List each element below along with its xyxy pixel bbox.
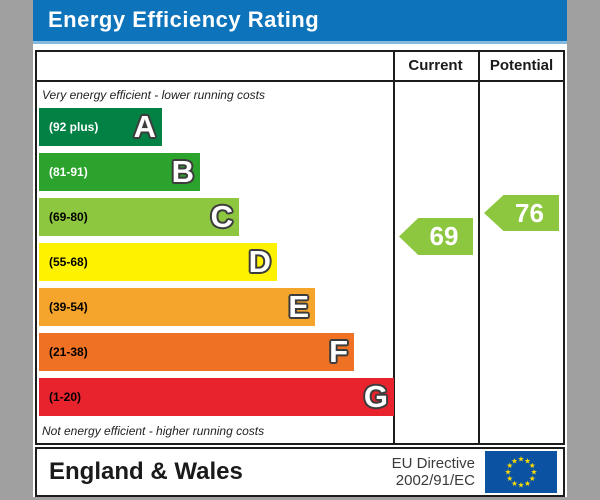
band-e: (39-54) E: [39, 288, 315, 326]
footer: England & Wales EU Directive 2002/91/EC …: [35, 447, 565, 497]
svg-text:★: ★: [518, 481, 525, 490]
current-rating-arrow: 69: [399, 218, 473, 255]
current-column-header: Current: [408, 57, 463, 74]
band-d-letter: D: [248, 244, 271, 279]
rating-table: Current Potential Very energy efficient …: [35, 50, 565, 445]
svg-text:★: ★: [529, 461, 536, 470]
eu-directive-line2: 2002/91/EC: [395, 472, 475, 489]
band-d: (55-68) D: [39, 243, 277, 281]
band-g-letter: G: [363, 379, 388, 414]
eu-directive-line1: EU Directive: [391, 455, 475, 472]
eu-directive-label: EU Directive 2002/91/EC: [392, 455, 475, 489]
potential-rating-value: 76: [515, 197, 544, 228]
band-d-range-label: (55-68): [49, 255, 88, 269]
title-bar: Energy Efficiency Rating: [33, 0, 567, 44]
column-divider-current: [393, 52, 395, 443]
region-label: England & Wales: [49, 458, 243, 485]
band-b-letter: B: [171, 154, 194, 189]
band-b-range-label: (81-91): [49, 165, 88, 179]
svg-text:★: ★: [524, 456, 531, 465]
bottom-note: Not energy efficient - higher running co…: [42, 424, 265, 438]
certificate-panel: Energy Efficiency Rating Current Potenti…: [33, 0, 567, 497]
current-rating-value: 69: [429, 221, 459, 251]
band-g-range-label: (1-20): [49, 390, 82, 404]
band-a: (92 plus) A: [39, 108, 162, 146]
svg-text:★: ★: [531, 468, 538, 477]
svg-text:★: ★: [511, 479, 518, 488]
svg-text:★: ★: [524, 479, 531, 488]
band-e-range-label: (39-54): [49, 300, 88, 314]
band-f-range-label: (21-38): [49, 345, 88, 359]
svg-text:★: ★: [518, 455, 525, 464]
band-e-letter: E: [288, 289, 309, 324]
band-c-letter: C: [210, 199, 233, 234]
title-bar-bottom-edge: [33, 41, 567, 44]
band-a-letter: A: [133, 109, 156, 144]
band-b: (81-91) B: [39, 153, 200, 191]
top-note: Very energy efficient - lower running co…: [42, 88, 265, 102]
band-f: (21-38) F: [39, 333, 354, 371]
potential-column-header: Potential: [489, 57, 554, 74]
potential-rating-arrow: 76: [484, 195, 559, 231]
page-title: Energy Efficiency Rating: [48, 7, 320, 32]
column-divider-potential: [478, 52, 480, 443]
band-a-range-label: (92 plus): [49, 120, 99, 134]
band-c-range-label: (69-80): [49, 210, 88, 224]
svg-text:★: ★: [505, 468, 512, 477]
svg-text:★: ★: [506, 474, 513, 483]
svg-text:★: ★: [529, 474, 536, 483]
band-g: (1-20) G: [39, 378, 394, 416]
band-c: (69-80) C: [39, 198, 239, 236]
svg-text:★: ★: [511, 456, 518, 465]
eu-flag-icon: ★ ★★★★★★★★★★★: [485, 451, 557, 493]
table-header-row: Current Potential: [37, 52, 563, 82]
band-f-letter: F: [329, 334, 348, 369]
svg-text:★: ★: [506, 461, 513, 470]
